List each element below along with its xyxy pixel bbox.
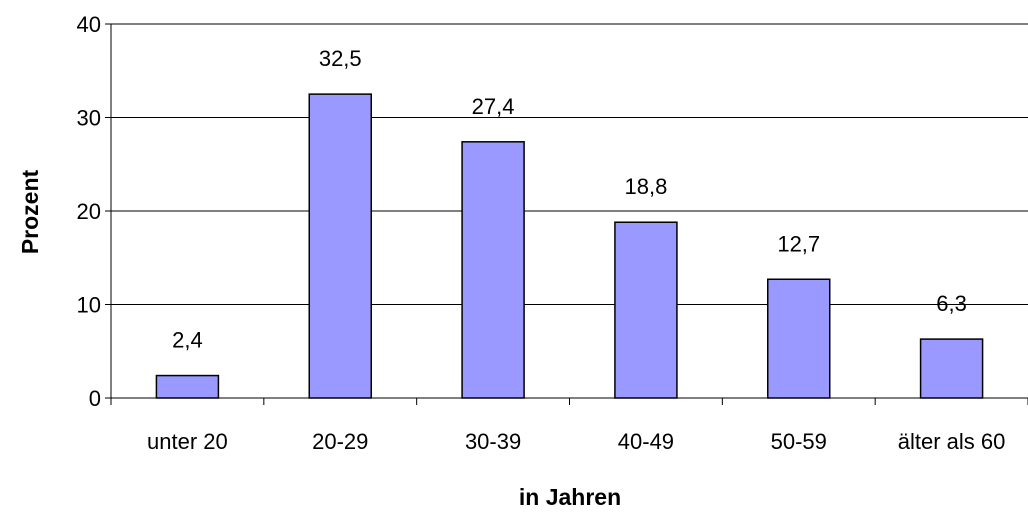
y-tick-label: 30 [77,106,101,131]
bar [767,278,831,399]
bar [308,93,372,399]
data-label: 12,7 [777,231,820,256]
data-labels: 2,4 32,5 27,4 18,8 12,7 6,3 [172,46,967,352]
bar [461,141,525,399]
data-label: 32,5 [319,46,362,71]
x-axis-title: in Jahren [519,484,621,510]
y-tick-label: 10 [77,293,101,318]
x-tick-label: älter als 60 [898,429,1006,454]
axes [105,23,1028,405]
y-tick-labels: 0 10 20 30 40 [77,12,101,411]
bars [155,93,984,399]
gridlines [111,23,1028,305]
x-tick-label: 30-39 [465,429,521,454]
y-axis-title: Prozent [17,169,43,254]
x-tick-label: unter 20 [147,429,228,454]
data-label: 2,4 [172,328,203,353]
bar [919,338,984,399]
data-label: 6,3 [936,291,967,316]
y-tick-label: 40 [77,12,101,37]
data-label: 18,8 [625,174,668,199]
bar [155,374,220,399]
bar [614,221,678,399]
x-tick-label: 20-29 [312,429,368,454]
data-label: 27,4 [472,94,515,119]
x-tick-labels: unter 20 20-29 30-39 40-49 50-59 älter als 60 [147,429,1005,454]
y-tick-label: 20 [77,199,101,224]
y-tick-label: 0 [89,386,101,411]
x-tick-label: 50-59 [771,429,827,454]
x-tick-label: 40-49 [618,429,674,454]
